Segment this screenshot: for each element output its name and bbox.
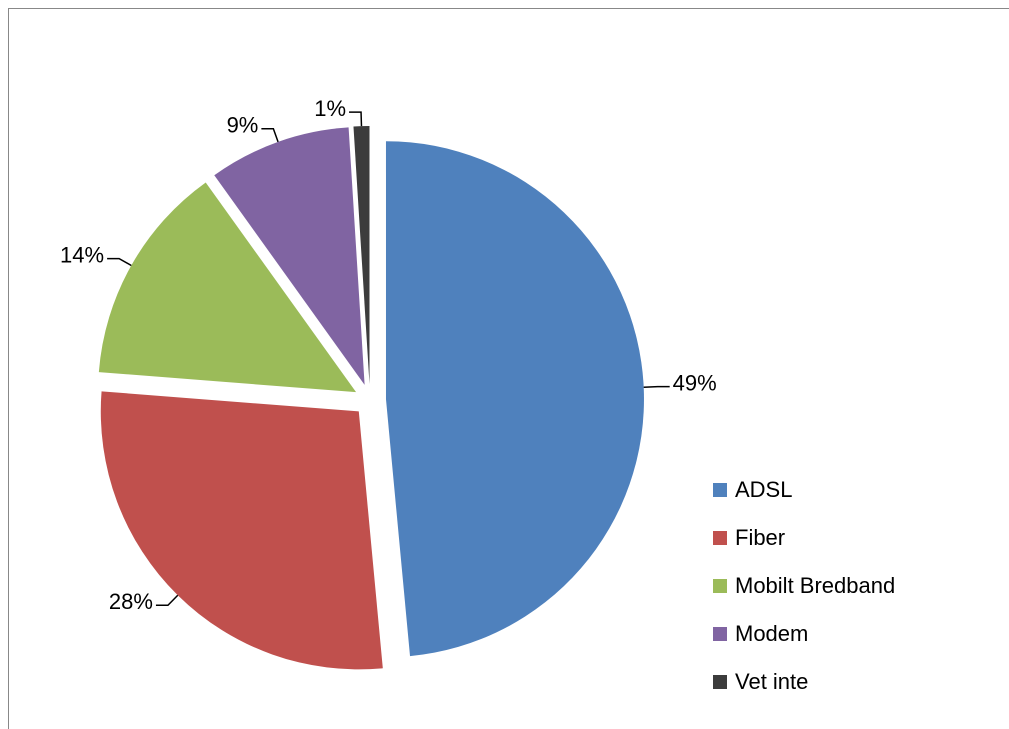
leader-line: [643, 385, 670, 388]
data-label: 14%: [60, 242, 104, 267]
pie-slice: [98, 182, 357, 393]
pie-slice: [353, 126, 370, 385]
legend-label: Vet inte: [735, 669, 808, 694]
legend-swatch: [713, 627, 727, 641]
pie-slice: [214, 127, 365, 385]
leader-line: [349, 111, 363, 127]
leader-line: [155, 594, 179, 606]
legend-label: ADSL: [735, 477, 792, 502]
pie-slice: [385, 141, 644, 657]
legend-swatch: [713, 531, 727, 545]
data-label: 9%: [227, 113, 259, 138]
pie-slice: [100, 391, 383, 670]
legend-swatch: [713, 675, 727, 689]
data-label: 1%: [314, 96, 346, 121]
leader-line: [261, 127, 279, 143]
legend-label: Fiber: [735, 525, 785, 550]
legend-swatch: [713, 579, 727, 593]
leader-line: [107, 257, 132, 267]
data-label: 49%: [673, 370, 717, 395]
legend-swatch: [713, 483, 727, 497]
legend-label: Mobilt Bredband: [735, 573, 895, 598]
data-label: 28%: [109, 589, 153, 614]
legend-label: Modem: [735, 621, 808, 646]
